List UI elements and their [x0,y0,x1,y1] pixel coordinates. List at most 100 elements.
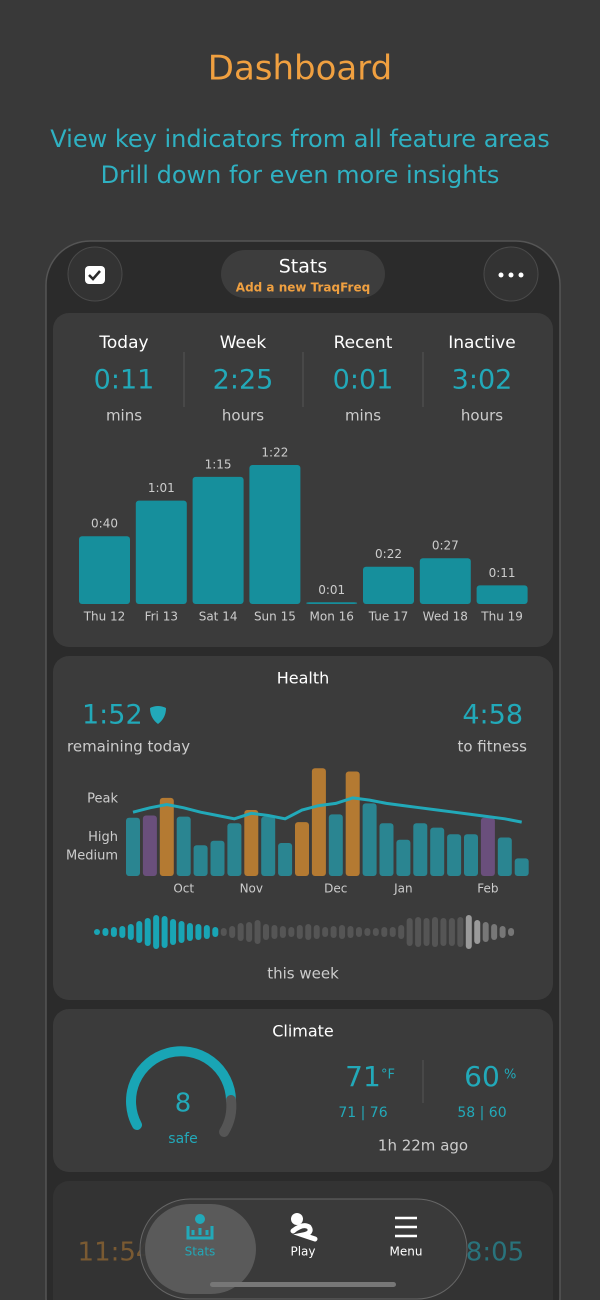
wave-bar [432,917,438,947]
wave-bar [220,928,227,936]
bar [176,816,191,876]
stats-icon [195,1214,205,1224]
x-tick-label: Feb [477,882,498,896]
nav-subtitle[interactable]: Add a new TraqFreq [236,281,370,295]
bar [497,837,512,876]
wave-bar [271,925,278,939]
value-label: 0:01 [318,583,345,597]
bar [345,771,360,876]
bar [244,810,259,876]
wave-bar [330,926,337,938]
gauge-label: safe [168,1131,197,1147]
x-tick-label: Dec [324,882,347,896]
x-tick-label: Wed 18 [423,610,468,624]
wave-bar [102,928,109,936]
bar [193,845,208,876]
bar [126,817,140,876]
x-tick-label: Oct [173,882,194,896]
x-tick-label: Sat 14 [199,610,238,624]
dot [508,272,514,278]
wave-bar [406,918,413,946]
temperature-value: 71 [345,1060,381,1093]
fitness-value: 4:58 [462,700,523,731]
summary-label: Week [220,333,267,353]
nav-pill[interactable] [221,250,385,298]
wave-bar [263,924,269,940]
bar [430,827,445,876]
dot [498,272,504,278]
bar [249,465,301,604]
check-icon [88,270,101,281]
wave-bar [313,925,320,939]
x-tick-label: Thu 12 [83,610,126,624]
tab-label[interactable]: Menu [390,1245,423,1259]
card-title: Climate [272,1022,334,1041]
humidity-range: 58 | 60 [457,1105,506,1121]
wave-bar [170,919,177,945]
nav-title: Stats [279,256,328,278]
wave-bar [423,918,430,946]
value-label: 0:11 [489,566,516,580]
gauge-value: 8 [175,1089,192,1119]
wave-bar [508,928,515,936]
x-tick-label: Fri 13 [145,610,178,624]
bar [480,817,495,876]
bar [464,834,478,876]
tab-label[interactable]: Stats [185,1245,216,1259]
wave-bar [136,921,143,943]
wave-bar [372,928,379,936]
bar [306,602,358,604]
bar [363,566,414,604]
dot [518,272,524,278]
wave-bar [161,916,168,948]
wave-bar [153,915,160,949]
wave-bar [322,927,329,937]
bar [311,768,326,876]
bar [476,585,528,604]
wave-bar [339,925,346,939]
y-tick-label: Peak [87,792,118,807]
wave-bar [440,918,447,946]
bar [135,500,187,604]
card-title: Health [277,669,330,688]
wave-bar [144,918,151,946]
summary-label: Today [98,333,148,353]
bar [514,858,529,876]
wave-bar [94,929,100,935]
shield-icon [150,706,166,724]
summary-value: 0:11 [94,365,155,396]
wave-bar [110,927,117,937]
x-tick-label: Thu 19 [480,610,523,624]
summary-value: 3:02 [452,365,513,396]
updated-label: 1h 22m ago [378,1137,468,1155]
wave-bar [212,927,219,937]
wave-bar [254,920,261,944]
bar [396,839,411,876]
x-tick-label: Mon 16 [310,610,354,624]
value-label: 1:22 [261,446,288,460]
bar [419,558,471,604]
summary-label: Recent [334,333,393,353]
temperature-unit: °F [381,1068,395,1083]
gauge-track [219,1095,237,1137]
wave-bar [119,926,126,938]
wave-bar [457,917,464,947]
wave-bar [482,922,489,942]
remaining-value: 1:52 [82,700,143,731]
sunset-value: 8:05 [466,1238,524,1268]
bar [328,814,343,876]
play-icon [291,1213,303,1225]
wave-bar [288,927,295,937]
value-label: 0:22 [375,547,402,561]
summary-unit: mins [345,407,381,425]
wave-bar [178,921,185,943]
y-tick-label: High [88,830,118,845]
bar [362,803,377,876]
bar [447,834,462,876]
page-title: Dashboard [208,49,392,89]
wave-bar [491,924,498,940]
wave-bar [389,927,396,937]
value-label: 0:40 [91,517,118,531]
wave-bar [347,926,354,938]
tab-label[interactable]: Play [290,1245,315,1259]
